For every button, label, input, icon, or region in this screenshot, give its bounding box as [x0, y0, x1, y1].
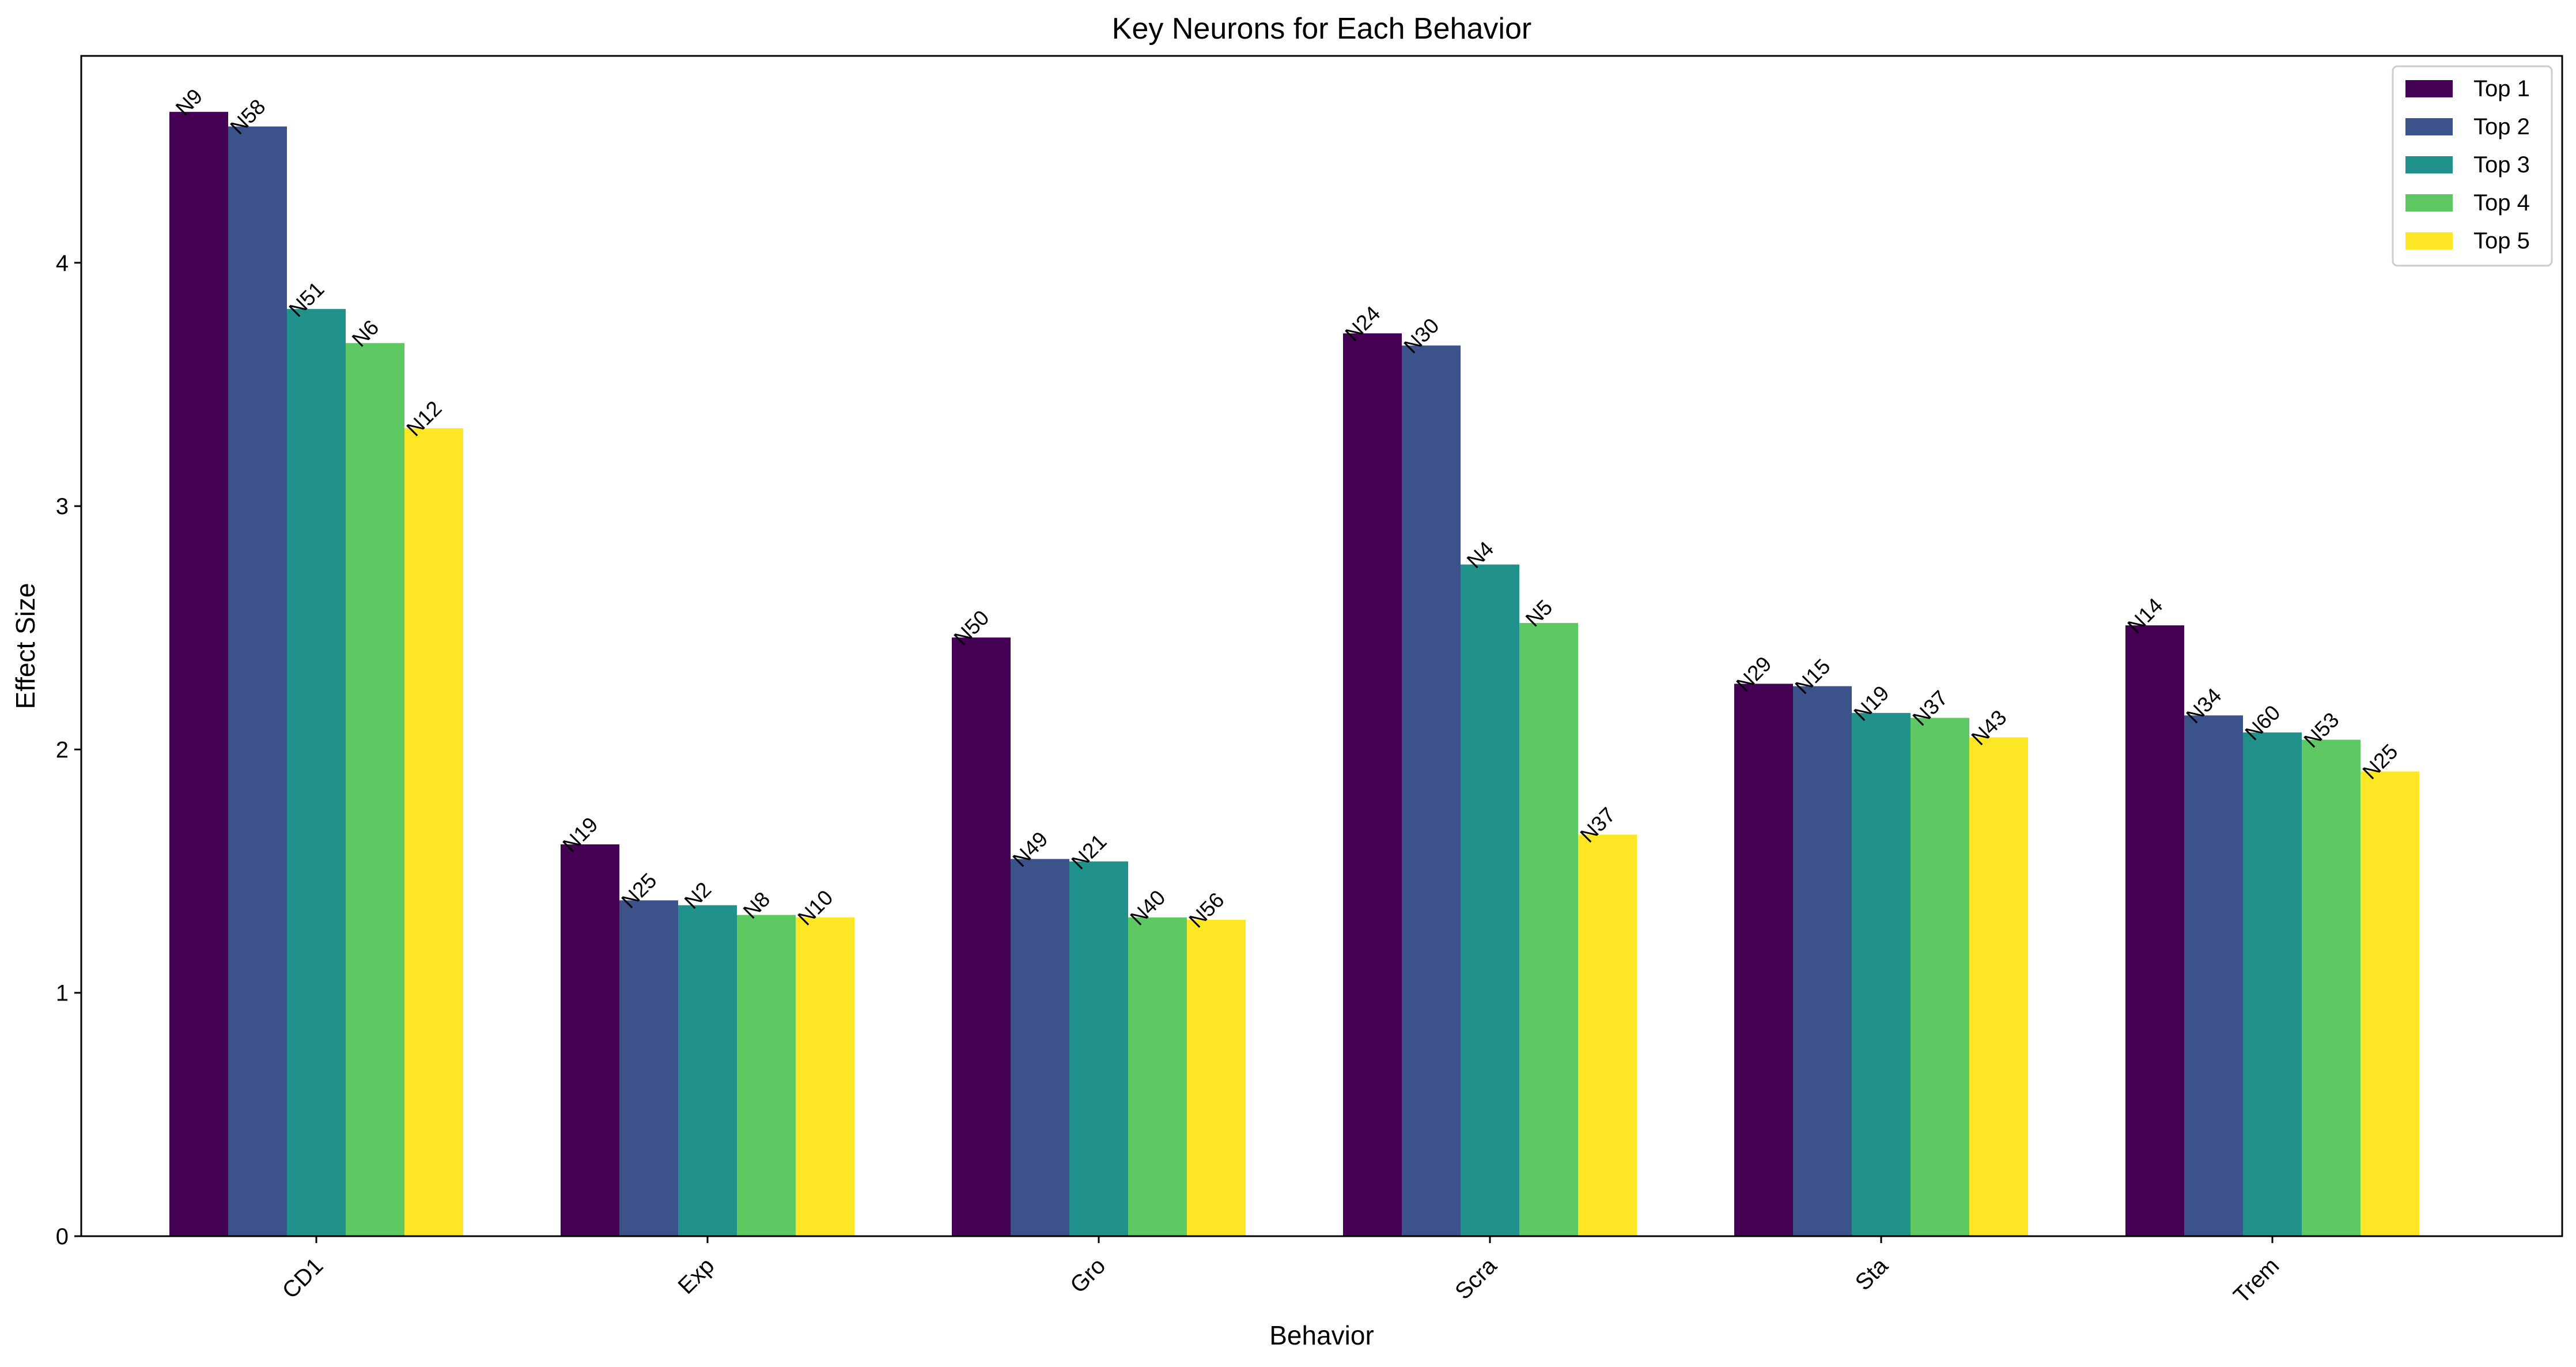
bar-gro-top1: [952, 637, 1011, 1236]
bar-trem-top5: [2361, 771, 2419, 1236]
bar-exp-top2: [619, 900, 678, 1236]
bar-exp-top5: [796, 917, 854, 1236]
y-tick-label: 3: [56, 494, 69, 519]
bar-cd1-top5: [404, 428, 463, 1237]
y-tick-label: 2: [56, 737, 69, 762]
bar-gro-top3: [1069, 861, 1128, 1236]
legend-box: [2392, 65, 2553, 267]
bar-gro-top5: [1187, 920, 1246, 1236]
x-tick-label-cd1: CD1: [278, 1253, 328, 1304]
legend-swatch-top2: [2405, 118, 2453, 135]
bar-sta-top5: [1969, 737, 2028, 1236]
y-axis-ticks: 0 1 2 3 4: [56, 251, 81, 1249]
legend: Top 1 Top 2 Top 3 Top 4 Top 5: [2392, 65, 2553, 267]
legend-label-top5: Top 5: [2473, 228, 2530, 254]
x-axis-label: Behavior: [1269, 1320, 1374, 1350]
plot-area-frame: [80, 55, 2563, 1237]
x-tick-label-trem: Trem: [2229, 1253, 2284, 1308]
legend-swatch-top1: [2405, 80, 2453, 97]
legend-label-top4: Top 4: [2473, 190, 2530, 216]
bar-labels-group: N9N19N50N24N29N14N58N25N49N30N15N34N51N2…: [171, 84, 2403, 932]
legend-swatch-top3: [2405, 156, 2453, 173]
y-tick-label: 0: [56, 1224, 69, 1249]
y-tick-label: 4: [56, 251, 69, 276]
x-tick-label-exp: Exp: [674, 1253, 720, 1299]
bar-scra-top3: [1461, 564, 1519, 1236]
x-tick-label-scra: Scra: [1450, 1253, 1502, 1305]
x-axis-ticks: CD1 Exp Gro Scra Sta Trem: [278, 1236, 2284, 1308]
bar-trem-top2: [2184, 715, 2243, 1236]
bar-scra-top1: [1343, 333, 1402, 1237]
bar-cd1-top1: [169, 112, 228, 1237]
bar-cd1-top3: [287, 309, 346, 1237]
bar-sta-top2: [1793, 686, 1852, 1236]
y-tick-label: 1: [56, 981, 69, 1006]
legend-label-top1: Top 1: [2473, 76, 2530, 101]
bar-trem-top4: [2302, 739, 2361, 1236]
y-axis-label: Effect Size: [10, 583, 40, 709]
bar-exp-top1: [561, 844, 619, 1236]
bar-trem-top3: [2243, 732, 2302, 1236]
x-tick-label-sta: Sta: [1851, 1253, 1893, 1296]
bars-group: [169, 112, 2419, 1237]
bar-exp-top4: [737, 915, 796, 1236]
bar-exp-top3: [678, 905, 737, 1236]
legend-label-top3: Top 3: [2473, 152, 2530, 178]
bar-sta-top4: [1911, 718, 1969, 1236]
bar-cd1-top4: [346, 343, 404, 1236]
legend-swatch-top5: [2405, 232, 2453, 250]
bar-sta-top3: [1852, 713, 1911, 1236]
bar-gro-top4: [1128, 917, 1187, 1236]
legend-label-top2: Top 2: [2473, 114, 2530, 139]
bar-trem-top1: [2125, 625, 2184, 1236]
bar-gro-top2: [1011, 859, 1069, 1236]
x-tick-label-gro: Gro: [1065, 1253, 1110, 1298]
bar-scra-top4: [1519, 622, 1578, 1236]
bar-sta-top1: [1734, 684, 1793, 1236]
bar-scra-top5: [1578, 834, 1637, 1236]
bar-scra-top2: [1402, 345, 1461, 1236]
chart-title: Key Neurons for Each Behavior: [1112, 12, 1531, 46]
legend-swatch-top4: [2405, 194, 2453, 212]
bar-cd1-top2: [228, 126, 287, 1236]
